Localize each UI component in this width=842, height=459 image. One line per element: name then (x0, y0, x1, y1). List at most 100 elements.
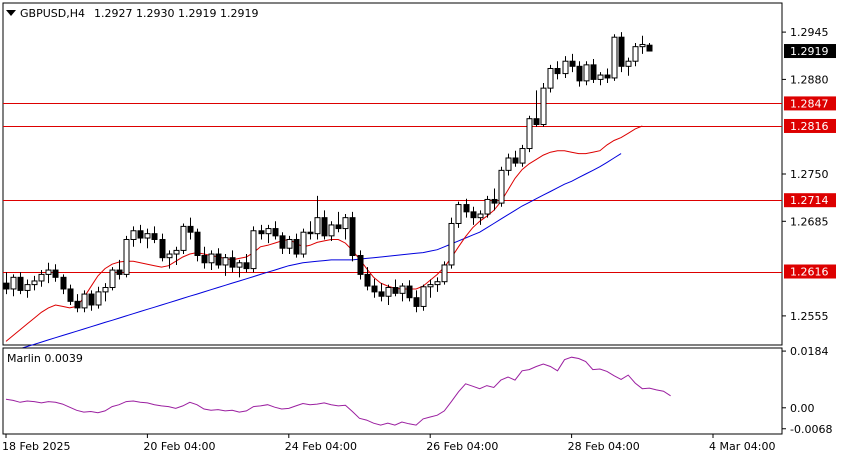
candle-body-bull (540, 87, 547, 126)
candle-body-bull (385, 287, 392, 297)
candle-body-bull (45, 269, 52, 275)
candle-body-bear (569, 60, 576, 67)
candle-body-bear (243, 262, 250, 270)
candle-body-bull (526, 118, 533, 150)
candle-body-bull (583, 64, 590, 82)
candle-body-bull (166, 253, 173, 259)
candle-body-bear (349, 217, 356, 256)
candle (491, 188, 498, 211)
candle-body-bear (74, 300, 81, 309)
candle-body-bull (38, 273, 45, 282)
candle (484, 195, 491, 218)
symbol-label: GBPUSD,H4 (20, 7, 85, 20)
candle (222, 254, 229, 276)
candle (159, 233, 166, 262)
candle-body-bull (434, 281, 441, 286)
candle-body-bear (357, 254, 364, 275)
candle (420, 284, 427, 311)
candle (314, 195, 321, 240)
candle (215, 248, 222, 269)
candle (187, 217, 194, 240)
level-label-bg (784, 193, 836, 208)
candle-body-bear (215, 253, 222, 266)
candle-body-bull (639, 43, 646, 48)
time-tick-label: 4 Mar 04:00 (709, 440, 775, 453)
candle (243, 254, 250, 273)
price-tick-label: 1.2750 (790, 168, 829, 181)
candle-body-bear (159, 238, 166, 259)
candle-body-bear (491, 198, 498, 204)
candle (342, 214, 349, 240)
oscillator-title: Marlin 0.0039 (7, 352, 83, 365)
candle-body-bull (81, 293, 88, 309)
candle-body-bull (314, 217, 321, 235)
candle (52, 264, 59, 282)
triangle-down-icon[interactable] (6, 10, 16, 16)
candle (102, 283, 109, 302)
candle-body-bull (173, 249, 180, 255)
candle (335, 211, 342, 233)
candle-body-bear (137, 230, 144, 239)
candle-body-bull (477, 213, 484, 219)
candle (67, 284, 74, 305)
candle (144, 228, 151, 249)
candle-body-bear (576, 65, 583, 82)
candle (81, 290, 88, 313)
candle (328, 221, 335, 241)
oscillator-panel[interactable]: Marlin 0.0039 (2, 347, 783, 435)
candle (137, 224, 144, 244)
candle (392, 279, 399, 297)
candle (512, 150, 519, 167)
candle-body-bull (95, 291, 102, 306)
candle-body-bull (399, 285, 406, 294)
candle-body-bear (17, 276, 24, 291)
horizontal-levels (3, 103, 782, 273)
candle (540, 83, 547, 127)
candle-body-bear (194, 231, 201, 256)
level-label: 1.2616 (790, 266, 829, 279)
candle-body-bull (208, 253, 215, 264)
candle (413, 290, 420, 313)
candle-body-bear (406, 285, 413, 299)
candle-body-bear (371, 285, 378, 293)
candle-body-bear (229, 257, 236, 268)
level-label-bg (784, 96, 836, 111)
candle-body-bear (293, 238, 300, 255)
candle (505, 153, 512, 176)
candle (45, 262, 52, 284)
candle-body-bear (258, 230, 265, 235)
candle (60, 274, 67, 295)
candle-body-bear (392, 287, 399, 294)
level-label: 1.2714 (790, 194, 829, 207)
candle (24, 279, 31, 298)
candle (547, 64, 554, 93)
candle-body-bear (463, 204, 470, 213)
level-label: 1.2816 (790, 120, 829, 133)
time-tick-label: 26 Feb 04:00 (426, 440, 498, 453)
oscillator-series (5, 356, 671, 426)
candle (618, 32, 625, 73)
current-price-bg (784, 44, 836, 59)
candle-body-bear (554, 67, 561, 75)
candle (123, 235, 130, 278)
price-panel[interactable] (2, 2, 783, 353)
candle (406, 280, 413, 302)
candle (17, 272, 24, 295)
candle-body-bear (413, 297, 420, 307)
candle-body-bull (144, 233, 151, 239)
candle (201, 246, 208, 269)
candle-body-bull (505, 157, 512, 171)
candle-body-bear (618, 36, 625, 67)
candle (604, 68, 611, 84)
candle (38, 270, 45, 287)
candle-body-bear (279, 235, 286, 249)
candle (371, 278, 378, 298)
candle-body-bull (625, 60, 632, 67)
candle (300, 228, 307, 258)
candle-body-bear (60, 276, 67, 290)
candle (272, 221, 279, 240)
candle-body-bear (590, 64, 597, 80)
time-tick-label: 28 Feb 04:00 (568, 440, 640, 453)
candle (463, 198, 470, 218)
candle-body-bull (562, 60, 569, 75)
